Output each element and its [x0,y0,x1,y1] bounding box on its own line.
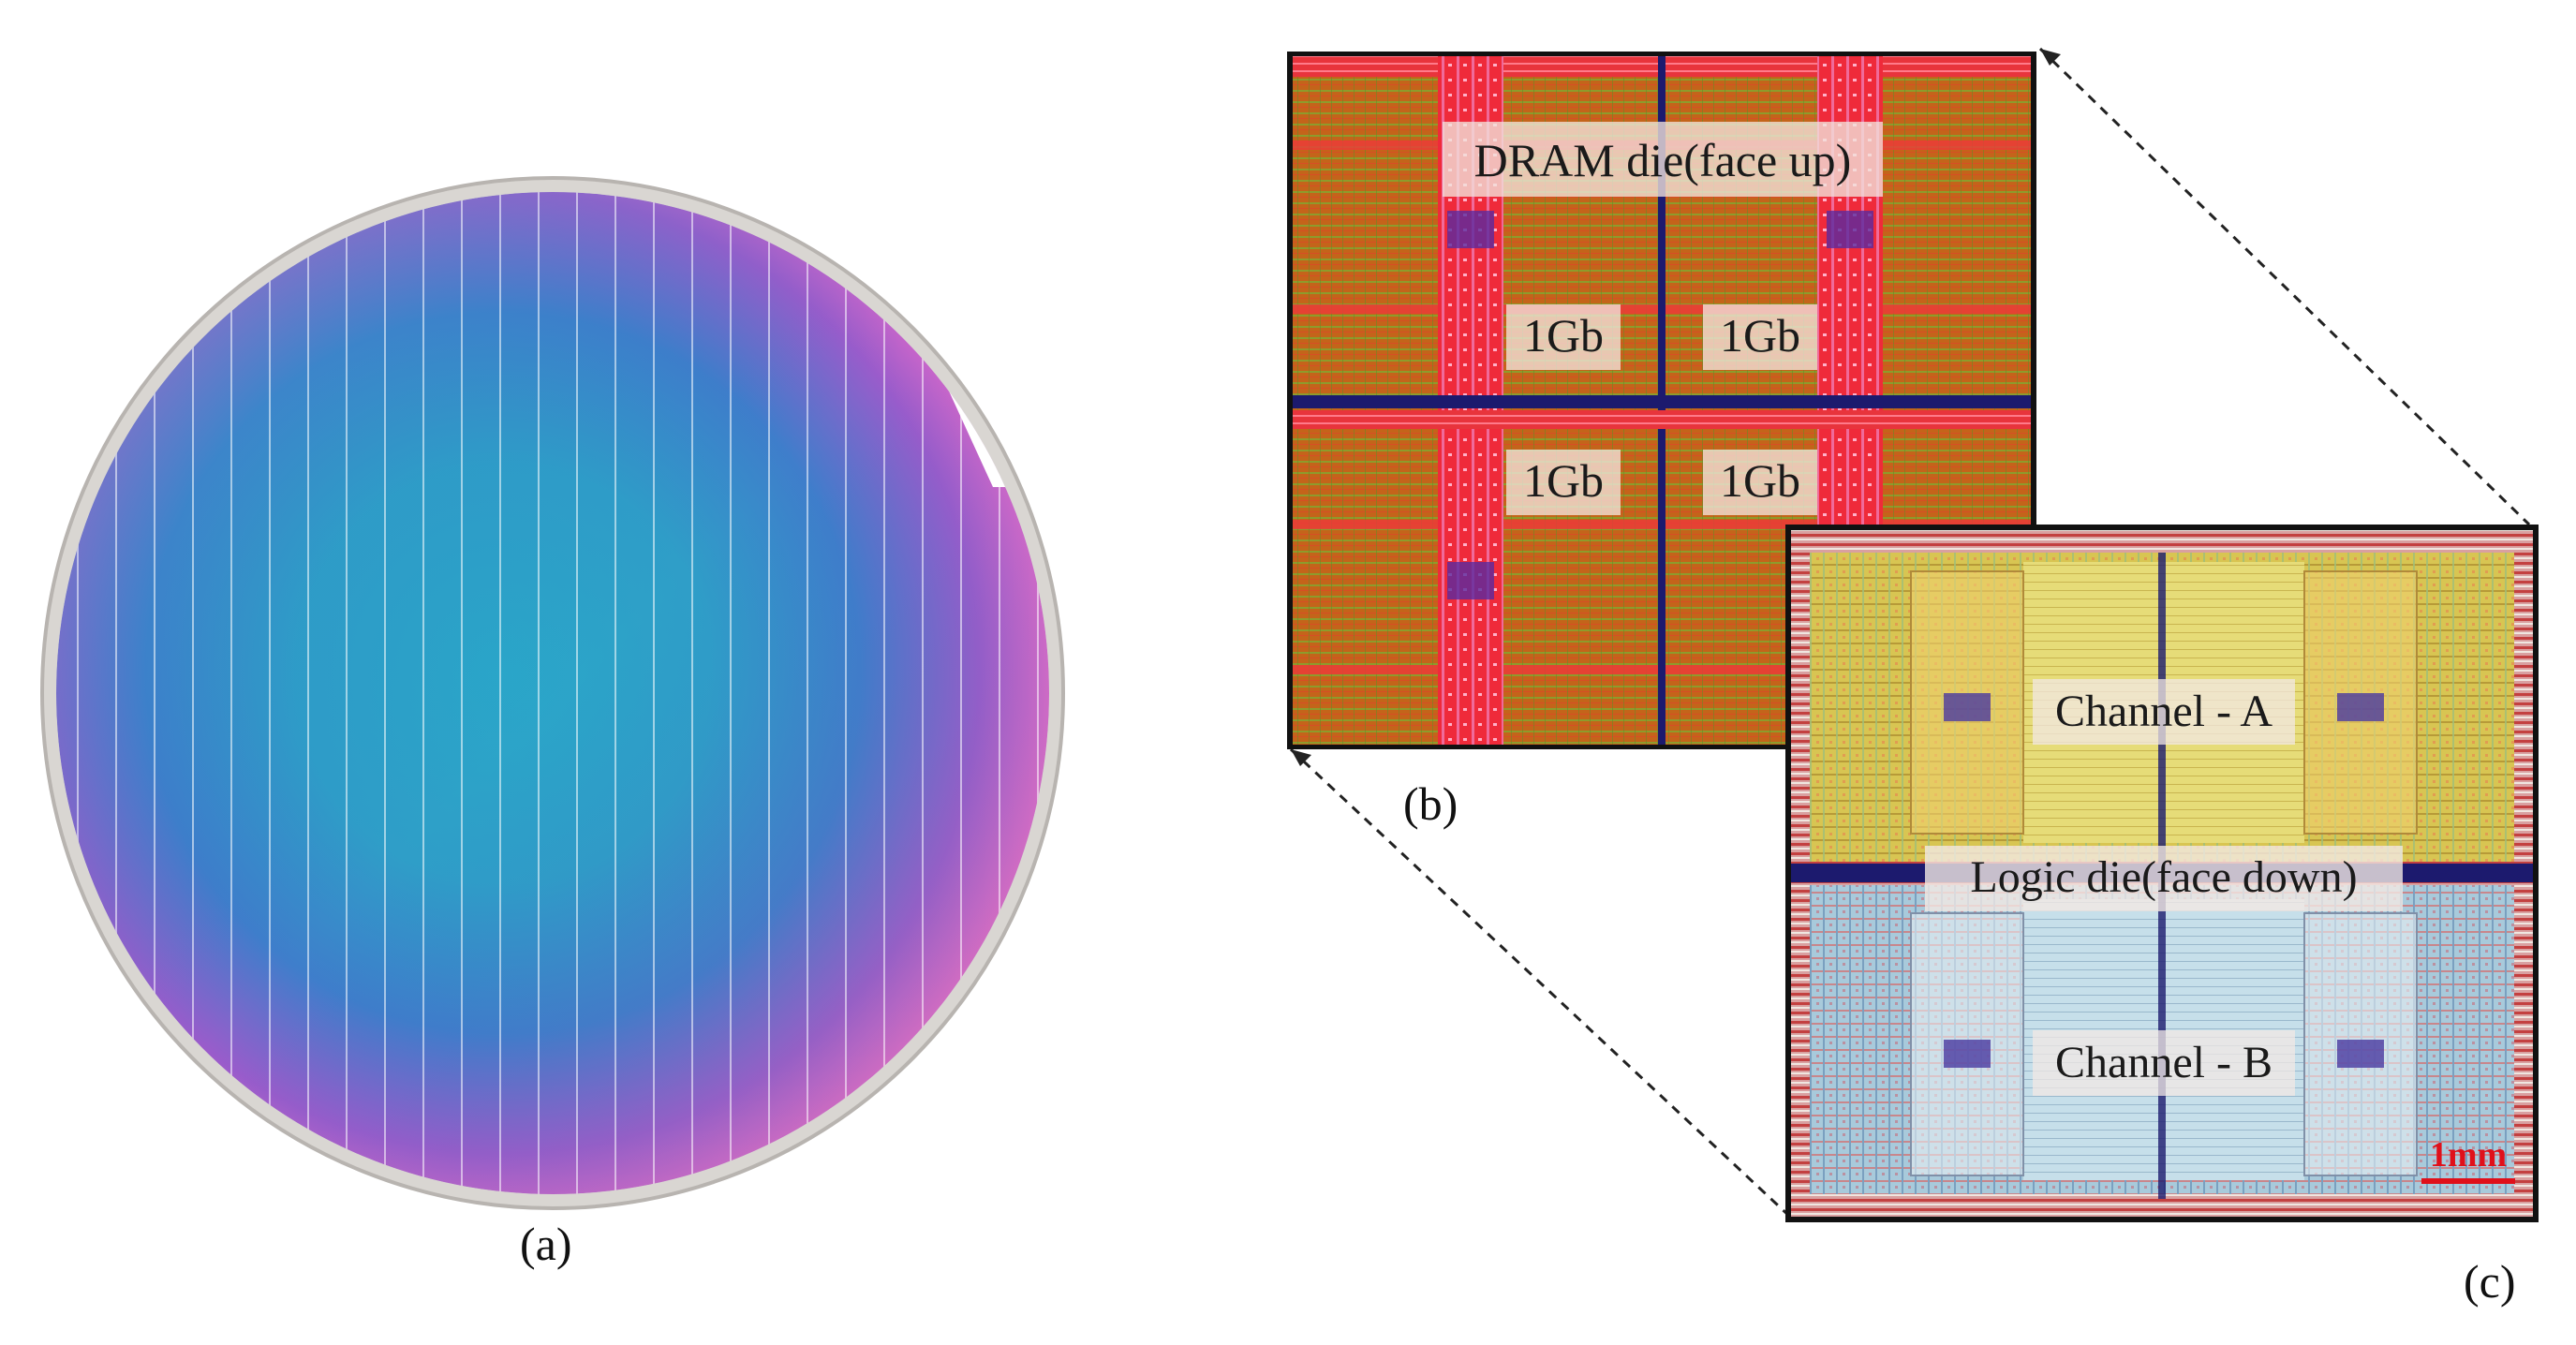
dram-title-box [1443,122,1883,197]
bank-label-top-right: 1Gb [1720,309,1800,362]
wafer-panel: (a) [40,176,1065,1270]
logic-die: Channel - A Logic die(face down) Channel… [1785,525,2539,1308]
bank-label-top-left: 1Gb [1523,309,1604,362]
logic-title: Logic die(face down) [1970,852,2357,902]
dram-title: DRAM die(face up) [1474,134,1852,186]
logic-title-box [1925,846,2403,911]
zoom-arrowheads [1291,49,2061,766]
panel-c-caption: (c) [2464,1255,2516,1308]
scale-bar [2421,1178,2515,1184]
panel-a-caption: (a) [520,1218,572,1270]
channel-a-box [2033,679,2295,745]
panel-b-caption: (b) [1403,777,1458,830]
bank-label-bottom-right: 1Gb [1720,454,1800,507]
bank-label-bottom-left: 1Gb [1523,454,1604,507]
wafer-die-grid [56,192,1049,1194]
channel-b-label: Channel - B [2055,1038,2273,1087]
channel-b-box [2033,1030,2295,1096]
dram-horizontal-divider [1293,395,2031,408]
channel-a-label: Channel - A [2055,687,2273,736]
zoom-lines [1289,47,2531,1219]
scale-bar-label: 1mm [2430,1135,2507,1175]
